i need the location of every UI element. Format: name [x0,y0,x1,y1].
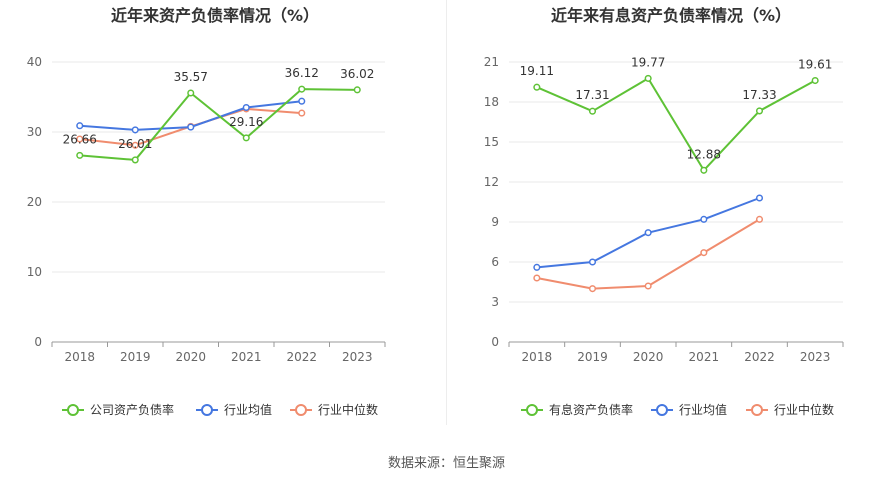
legend-label: 行业中位数 [318,402,378,417]
legend-item[interactable]: 有息资产负债率 [521,402,633,417]
data-point [755,107,764,115]
legend-item[interactable]: 公司资产负债率 [62,402,174,417]
data-point [700,249,708,257]
legend-label: 行业均值 [679,402,727,417]
data-point [131,126,139,134]
y-tick-label: 0 [34,335,42,349]
data-label: 36.02 [340,67,374,81]
legend-label: 行业均值 [224,402,272,417]
data-label: 19.77 [631,55,665,69]
y-tick-label: 18 [484,95,499,109]
y-tick-label: 0 [491,335,499,349]
x-tick-label: 2023 [342,350,373,364]
data-point [131,141,139,149]
data-point [588,258,597,266]
data-source: 数据来源：恒生聚源 [387,456,505,471]
x-tick-label: 2020 [175,350,206,364]
data-point [298,85,306,93]
data-point [187,89,195,97]
data-point [755,215,764,223]
data-point [533,274,541,282]
x-tick-label: 2020 [633,350,664,364]
data-point [533,83,541,91]
data-point [644,229,652,237]
data-point [131,156,139,164]
data-point [242,103,250,112]
y-tick-label: 12 [484,175,499,189]
chart-title: 近年来资产负债率情况（%） [111,6,319,25]
legend-marker [295,404,307,416]
data-label: 17.31 [575,88,609,102]
legend-marker [526,404,538,416]
legend-item[interactable]: 行业中位数 [746,402,834,417]
legend-label: 有息资产负债率 [549,402,633,417]
data-label: 26.01 [118,137,152,151]
y-tick-label: 6 [491,255,499,269]
x-tick-label: 2018 [64,350,95,364]
data-point [700,215,708,223]
y-tick-label: 30 [27,125,42,139]
data-point [811,76,819,85]
y-tick-label: 9 [491,215,499,229]
data-point [298,97,306,105]
y-tick-label: 21 [484,55,499,69]
data-point [242,134,250,142]
series-line [536,77,816,172]
data-point [76,151,84,159]
data-label: 17.33 [742,88,776,102]
data-label: 29.16 [229,115,263,129]
chart-title: 近年来有息资产负债率情况（%） [551,6,791,25]
data-point [353,86,361,94]
chart-interest-bearing-debt-ratio: 近年来有息资产负债率情况（%） 0 3 6 9 12 15 18 21 2018 2019 2020 2… [484,6,844,417]
x-tick-label: 2021 [689,350,720,364]
legend-marker [656,404,668,416]
y-tick-label: 3 [491,295,499,309]
data-label: 12.88 [687,147,721,161]
legend-label: 公司资产负债率 [90,402,174,417]
y-tick-label: 20 [27,195,42,209]
y-tick-label: 10 [27,265,42,279]
chart-debt-ratio: 近年来资产负债率情况（%） 0 10 20 30 40 2018 2019 2020 2021 20… [27,6,386,417]
data-label: 19.11 [520,64,554,78]
legend-marker [67,404,79,416]
data-label: 19.61 [798,58,832,72]
series-line [79,88,358,161]
x-tick-label: 2022 [744,350,775,364]
data-point [533,263,541,271]
y-tick-label: 40 [27,55,42,69]
x-tick-label: 2021 [231,350,262,364]
data-point [755,194,764,202]
data-point [76,135,84,143]
x-tick-label: 2019 [120,350,151,364]
data-point [76,122,84,130]
legend-marker [751,404,763,416]
data-point [644,74,652,82]
data-point [588,107,597,115]
data-label: 35.57 [174,70,208,84]
chart-divider [446,0,447,425]
y-tick-label: 15 [484,135,499,149]
legend-marker [201,404,213,416]
data-label: 26.66 [63,132,97,146]
data-point [700,166,708,174]
data-point [187,123,195,131]
x-tick-label: 2018 [522,350,553,364]
x-tick-label: 2019 [577,350,608,364]
data-point [644,282,652,290]
data-point [298,109,306,117]
legend-label: 行业中位数 [774,402,834,417]
data-label: 36.12 [285,66,319,80]
legend-item[interactable]: 行业均值 [651,402,727,417]
legend-item[interactable]: 行业均值 [196,402,272,417]
x-tick-label: 2023 [800,350,831,364]
data-point [588,285,597,293]
legend-item[interactable]: 行业中位数 [290,402,378,417]
x-tick-label: 2022 [286,350,317,364]
